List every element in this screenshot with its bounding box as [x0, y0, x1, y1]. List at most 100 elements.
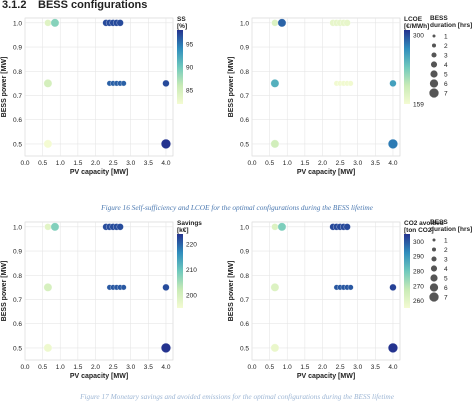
- x-tick-label: 2.0: [91, 364, 100, 371]
- data-point: [277, 18, 287, 28]
- y-tick-label: 1.0: [13, 224, 22, 231]
- size-legend-title: BESS: [430, 219, 448, 226]
- x-tick-label: 0.5: [38, 364, 47, 371]
- x-tick-label: 2.5: [109, 160, 118, 167]
- x-tick-label: 1.0: [56, 364, 65, 371]
- x-tick-label: 2.0: [91, 160, 100, 167]
- data-point: [270, 283, 280, 292]
- y-tick-label: 0.6: [240, 321, 249, 328]
- colorbar-tick-label: 90: [186, 65, 194, 72]
- colorbar: [177, 234, 183, 308]
- x-tick-label: 3.5: [144, 364, 153, 371]
- x-tick-label: 4.0: [388, 160, 397, 167]
- data-point: [271, 19, 279, 27]
- data-point: [162, 283, 170, 291]
- x-tick-label: 0.5: [265, 160, 274, 167]
- data-point: [161, 342, 171, 353]
- x-tick-label: 2.0: [318, 364, 327, 371]
- colorbar-unit: [k€]: [177, 227, 189, 234]
- data-point: [270, 139, 280, 149]
- data-point: [277, 222, 287, 232]
- data-point: [43, 343, 53, 353]
- y-tick-label: 0.8: [13, 69, 22, 76]
- size-legend-label: 4: [444, 62, 448, 69]
- colorbar-tick-label: 290: [413, 254, 424, 261]
- x-tick-label: 0.0: [20, 364, 29, 371]
- size-legend-unit: duration [hrs]: [430, 226, 472, 233]
- data-point: [270, 79, 280, 88]
- colorbar: [404, 30, 410, 104]
- y-tick-label: 0.7: [240, 93, 249, 100]
- x-tick-label: 0.5: [38, 160, 47, 167]
- size-legend-marker: [431, 247, 437, 252]
- chart-panel-3: 0.5 0.6 0.7 0.8 0.9 1.0 0.0 0.5 1.0 1.5 2.0 2.5 3.0 3…: [1, 220, 202, 380]
- chart-panel-2: 0.5 0.6 0.7 0.8 0.9 1.0 0.0 0.5 1.0 1.5 2.0 2.5 3.0 3…: [228, 15, 472, 176]
- x-tick-label: 2.0: [318, 160, 327, 167]
- x-tick-label: 0.0: [20, 160, 29, 167]
- data-point: [161, 138, 171, 149]
- data-point: [389, 79, 397, 87]
- data-point: [162, 79, 170, 87]
- colorbar-unit: [€/MWh]: [404, 23, 429, 30]
- size-legend-label: 1: [444, 238, 448, 245]
- data-point: [44, 223, 52, 231]
- size-legend-marker: [432, 34, 436, 38]
- x-tick-label: 4.0: [388, 364, 397, 371]
- colorbar-tick-label: 210: [186, 267, 197, 274]
- y-tick-label: 0.5: [240, 141, 249, 148]
- data-point: [50, 18, 60, 28]
- x-axis-label: PV capacity [MW]: [70, 169, 128, 176]
- size-legend-label: 6: [444, 285, 448, 292]
- data-point: [44, 19, 52, 27]
- y-axis-label: BESS power [MW]: [1, 261, 8, 322]
- y-tick-label: 0.9: [13, 45, 22, 52]
- size-legend-label: 3: [444, 53, 448, 60]
- x-tick-label: 1.0: [283, 364, 292, 371]
- colorbar-tick-label: 200: [186, 293, 197, 300]
- data-point: [271, 223, 279, 231]
- x-axis-label: PV capacity [MW]: [297, 169, 355, 176]
- x-tick-label: 2.5: [336, 160, 345, 167]
- data-point: [116, 19, 124, 27]
- x-tick-label: 1.0: [56, 160, 65, 167]
- colorbar-tick-label: 159: [413, 102, 424, 109]
- data-point: [43, 139, 53, 149]
- size-legend-marker: [430, 274, 438, 282]
- size-legend-marker: [429, 292, 439, 302]
- colorbar-unit: [ton CO2]: [404, 227, 434, 234]
- y-tick-label: 0.6: [240, 117, 249, 124]
- size-legend-label: 2: [444, 247, 448, 254]
- y-tick-label: 0.7: [240, 297, 249, 304]
- size-legend-label: 7: [444, 91, 448, 98]
- x-tick-label: 0.0: [247, 364, 256, 371]
- data-point: [50, 222, 60, 232]
- x-tick-label: 3.5: [144, 160, 153, 167]
- size-legend-marker: [430, 61, 438, 68]
- x-tick-label: 0.0: [247, 160, 256, 167]
- y-tick-label: 0.7: [13, 297, 22, 304]
- x-tick-label: 1.5: [300, 160, 309, 167]
- y-tick-label: 0.8: [240, 69, 249, 76]
- size-legend-marker: [429, 283, 439, 292]
- size-legend-label: 3: [444, 257, 448, 264]
- y-tick-label: 0.6: [13, 321, 22, 328]
- colorbar-tick-label: 220: [186, 242, 197, 249]
- x-tick-label: 2.5: [336, 364, 345, 371]
- data-point: [270, 343, 280, 353]
- data-point: [120, 284, 127, 291]
- colorbar-tick-label: 270: [413, 283, 424, 290]
- data-point: [120, 80, 127, 87]
- y-tick-label: 0.7: [13, 93, 22, 100]
- y-tick-label: 1.0: [240, 20, 249, 27]
- y-tick-label: 0.8: [240, 273, 249, 280]
- size-legend-marker: [431, 256, 437, 262]
- figure-caption-top: Figure 16 Self-sufficiency and LCOE for …: [100, 203, 373, 212]
- x-tick-label: 3.0: [126, 364, 135, 371]
- x-tick-label: 3.5: [371, 364, 380, 371]
- y-tick-label: 0.6: [13, 117, 22, 124]
- size-legend-label: 7: [444, 295, 448, 302]
- colorbar-tick-label: 280: [413, 269, 424, 276]
- colorbar-tick-label: 85: [186, 88, 194, 95]
- y-tick-label: 1.0: [13, 20, 22, 27]
